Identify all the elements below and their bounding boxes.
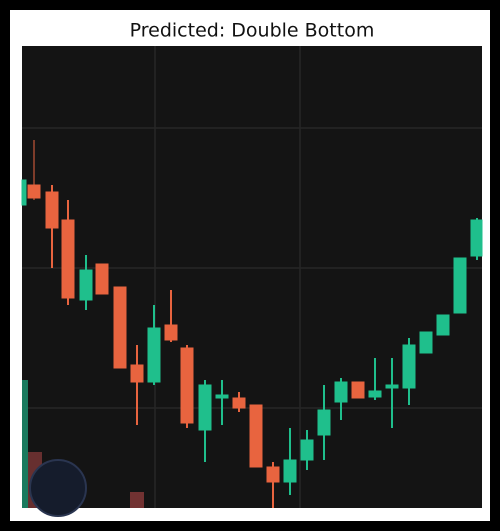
candle-body: [147, 327, 161, 383]
candle-body: [61, 219, 75, 299]
candle-body: [334, 381, 348, 403]
candle-body: [95, 263, 109, 295]
image-artifacts: [22, 380, 144, 517]
candle-body: [113, 286, 127, 369]
artifact: [22, 380, 28, 508]
candle-body: [198, 384, 212, 431]
candle-body: [45, 191, 59, 229]
candle-body: [232, 397, 246, 409]
candle-body: [164, 324, 178, 341]
candle-body: [27, 184, 41, 199]
logo: [29, 459, 87, 517]
candle-body: [21, 179, 27, 206]
candles: [21, 140, 483, 508]
candle-body: [283, 459, 297, 483]
candle-body: [385, 384, 399, 389]
candle-body: [79, 269, 93, 301]
candle-body: [266, 466, 280, 483]
title: Predicted: Double Bottom: [130, 20, 375, 42]
candle-body: [215, 394, 229, 399]
candle-body: [249, 404, 263, 468]
candle-body: [351, 381, 365, 399]
candle-body: [470, 219, 483, 257]
candle-body: [368, 390, 382, 398]
candle-body: [436, 314, 450, 336]
candle-body: [402, 344, 416, 389]
candle-body: [180, 347, 194, 424]
candle-body: [453, 257, 467, 314]
candle-body: [317, 409, 331, 436]
candle-body: [130, 364, 144, 383]
candle-body: [300, 439, 314, 461]
candle-body: [419, 331, 433, 354]
artifact: [130, 492, 144, 508]
